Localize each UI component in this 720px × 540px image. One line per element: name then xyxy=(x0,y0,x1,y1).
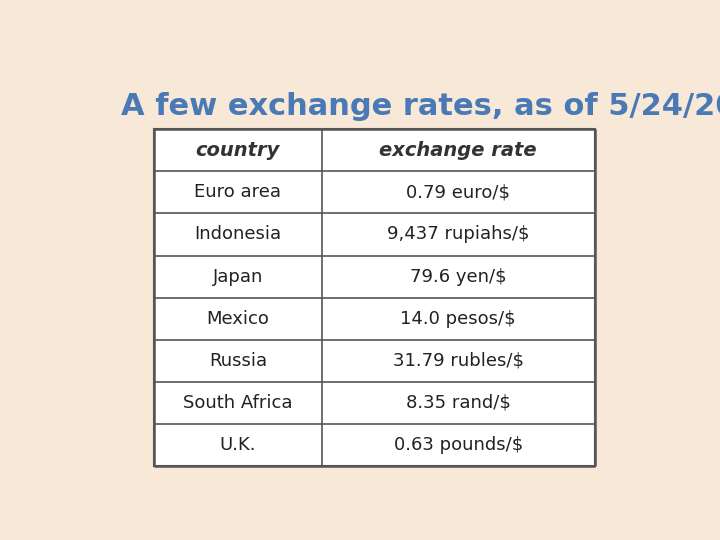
Text: 8.35 rand/$: 8.35 rand/$ xyxy=(406,394,510,412)
Text: Indonesia: Indonesia xyxy=(194,226,282,244)
Text: Mexico: Mexico xyxy=(207,310,269,328)
Text: country: country xyxy=(196,141,280,160)
Text: Japan: Japan xyxy=(212,268,263,286)
Text: South Africa: South Africa xyxy=(183,394,292,412)
Text: Euro area: Euro area xyxy=(194,184,282,201)
FancyBboxPatch shape xyxy=(154,129,595,466)
Text: 9,437 rupiahs/$: 9,437 rupiahs/$ xyxy=(387,226,529,244)
Text: 31.79 rubles/$: 31.79 rubles/$ xyxy=(393,352,523,370)
Text: 14.0 pesos/$: 14.0 pesos/$ xyxy=(400,310,516,328)
Text: exchange rate: exchange rate xyxy=(379,141,537,160)
Text: U.K.: U.K. xyxy=(220,436,256,454)
Text: 0.79 euro/$: 0.79 euro/$ xyxy=(406,184,510,201)
Text: A few exchange rates, as of 5/24/2012: A few exchange rates, as of 5/24/2012 xyxy=(121,92,720,121)
Text: Russia: Russia xyxy=(209,352,267,370)
Text: 79.6 yen/$: 79.6 yen/$ xyxy=(410,268,507,286)
Text: 0.63 pounds/$: 0.63 pounds/$ xyxy=(394,436,523,454)
